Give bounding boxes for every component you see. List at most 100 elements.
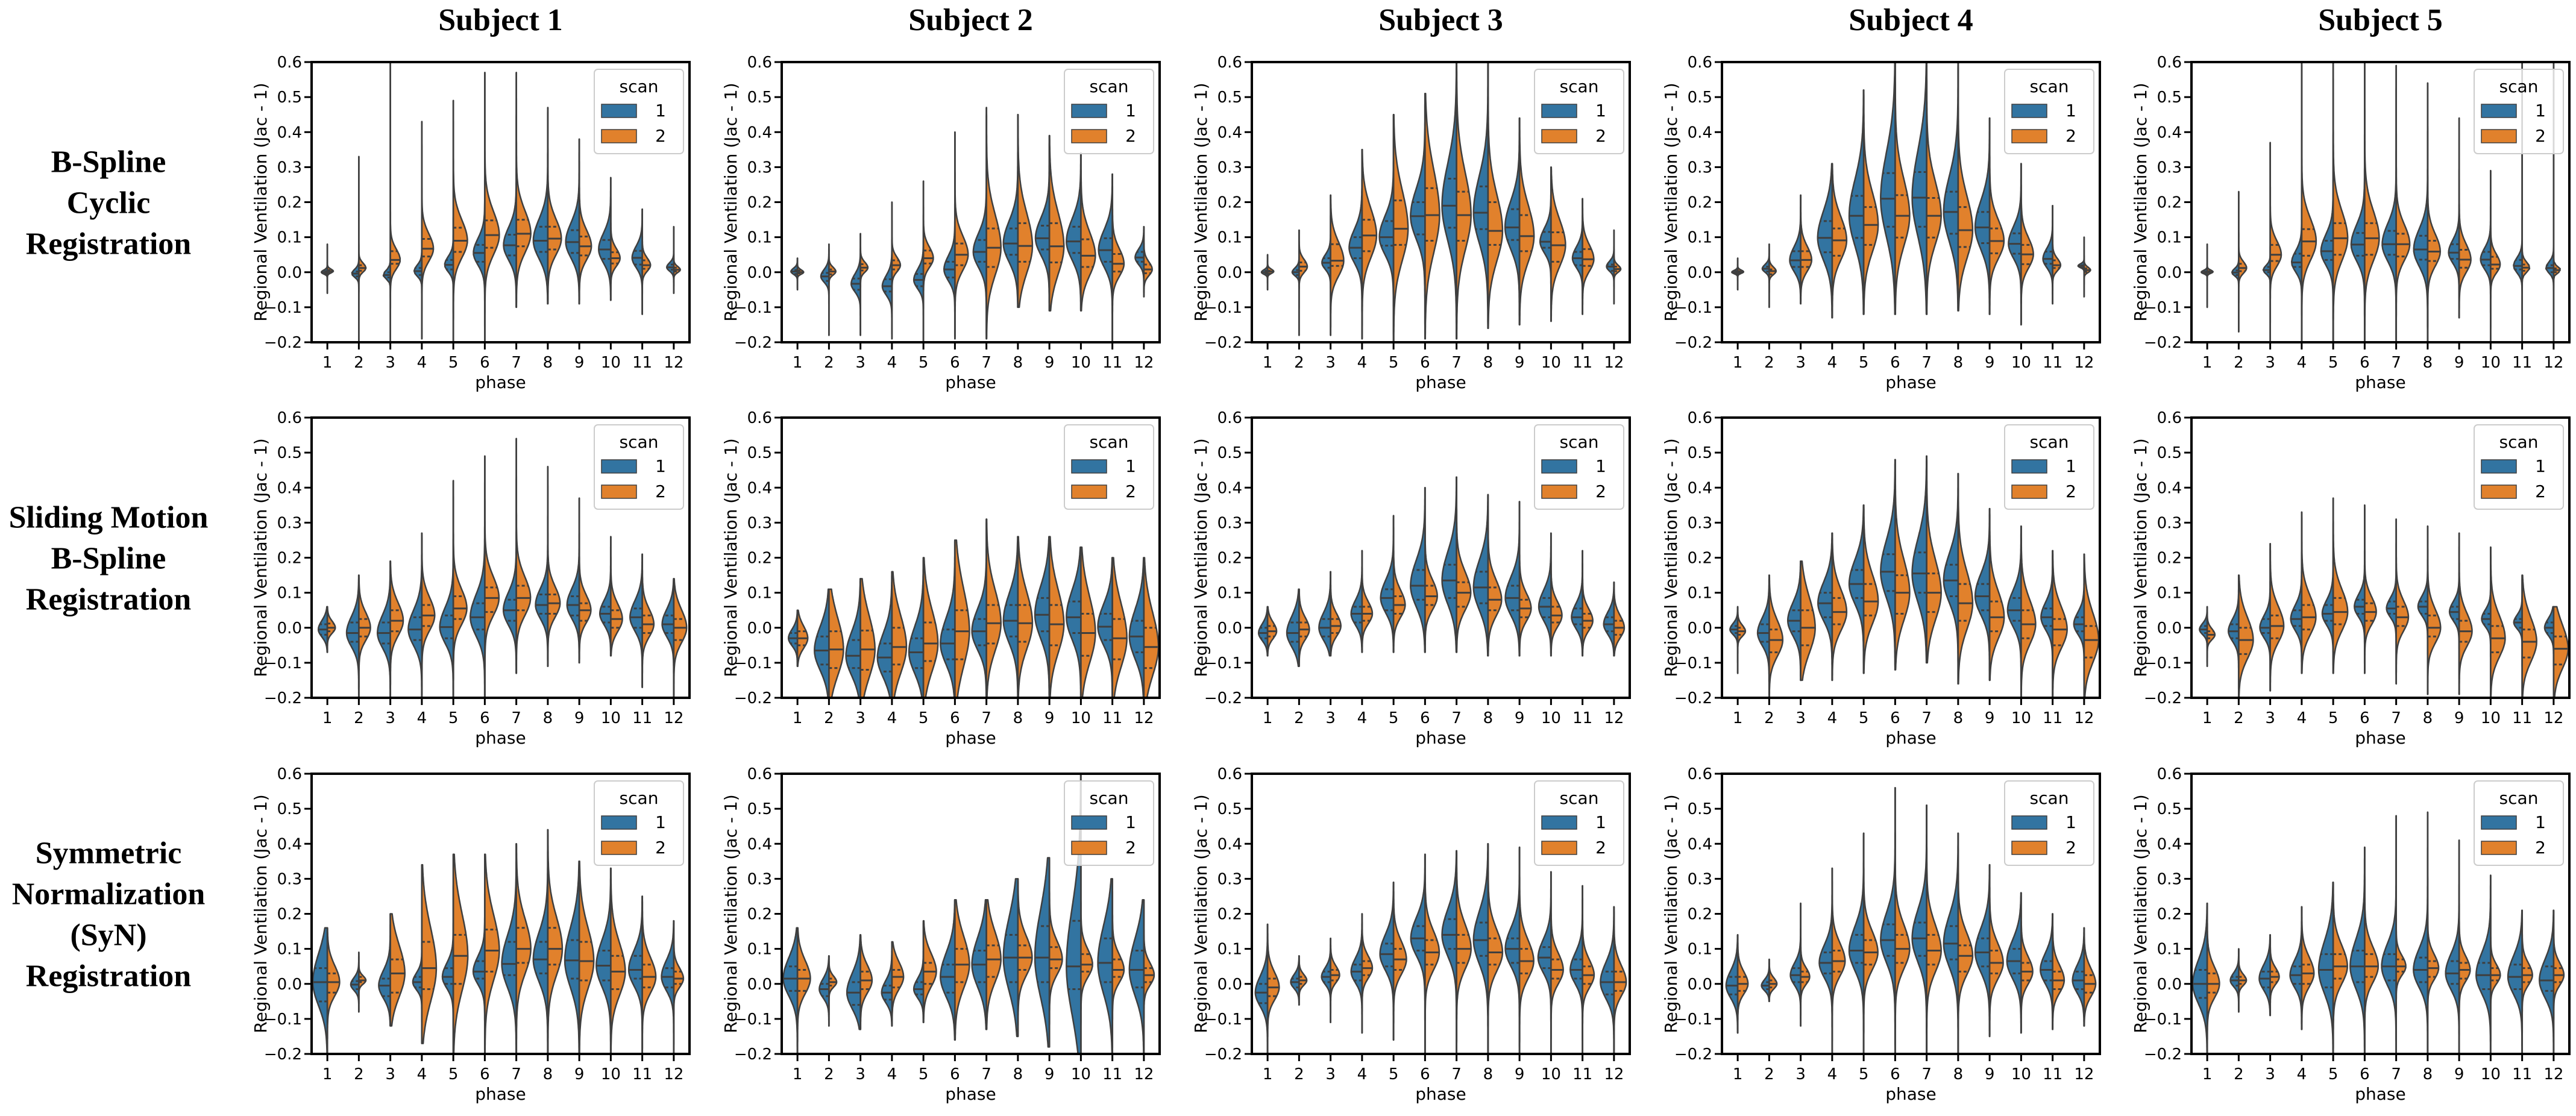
violin-scan1: [1848, 832, 1865, 1054]
violin-scan1: [1318, 571, 1331, 657]
violin-scan1: [2445, 839, 2460, 1054]
subplot: −0.2 −0.1 0.0 0.1 0.2 0.3 0.4 0.5 0.6 Regional Ve…: [1191, 765, 1631, 1104]
violin-scan1: [1539, 166, 1552, 322]
subplot: −0.2 −0.1 0.0 0.1 0.2 0.3 0.4 0.5 0.6 Regional Ve…: [1191, 409, 1631, 748]
legend-swatch: [2481, 484, 2517, 499]
y-tick-label: 0.3: [2157, 514, 2182, 532]
y-tick-label: 0.1: [1688, 229, 1712, 247]
violin-scan2: [2427, 811, 2440, 1054]
x-tick-label: 2: [1764, 709, 1774, 727]
violin-scan2: [389, 560, 404, 698]
subplot: −0.2 −0.1 0.0 0.1 0.2 0.3 0.4 0.5 0.6 Regional Ve…: [2131, 54, 2571, 392]
violin-scan2: [1862, 832, 1879, 1054]
legend-label: 2: [2066, 481, 2076, 501]
violin-scan2: [1080, 152, 1096, 312]
violin-scan2: [922, 180, 934, 342]
violin-scan2: [641, 895, 657, 1054]
violins: [317, 437, 688, 698]
y-tick-label: 0.2: [747, 194, 772, 212]
plot-frame: [1721, 61, 2101, 343]
violin-scan1: [913, 180, 925, 342]
violin-scan2: [985, 899, 1002, 1030]
violins: [1731, 62, 2091, 326]
legend-label: 1: [655, 812, 666, 832]
y-axis-label: Regional Ventilation (Jac - 1): [1191, 83, 1211, 321]
y-tick-label: 0.5: [1217, 89, 1242, 107]
violin-scan2: [2364, 846, 2380, 1054]
x-tick-label: 4: [2297, 1065, 2307, 1083]
violin-scan1: [2258, 934, 2271, 1017]
y-tick-label: 0.0: [2157, 264, 2182, 282]
violin-scan2: [1613, 581, 1626, 657]
violin-scan1: [472, 853, 486, 1054]
violin-scan1: [876, 571, 893, 698]
x-tick-label: 2: [2234, 354, 2244, 372]
y-axis: −0.2 −0.1 0.0 0.1 0.2 0.3 0.4 0.5 0.6 Regional Ve…: [1191, 54, 1252, 352]
y-tick-label: 0.2: [2157, 550, 2182, 568]
y-tick-label: −0.1: [1204, 299, 1242, 317]
violin-scan2: [389, 62, 401, 342]
subplot: −0.2 −0.1 0.0 0.1 0.2 0.3 0.4 0.5 0.6 Regional Ve…: [721, 765, 1161, 1104]
legend-swatch: [2481, 104, 2517, 118]
violin-scan2: [1330, 571, 1342, 657]
violin-scan2: [1894, 459, 1911, 671]
violin-scan1: [2073, 553, 2085, 698]
y-tick-label: −0.1: [1674, 654, 1712, 672]
violin-scan2: [1518, 846, 1535, 1054]
violin-scan1: [1729, 606, 1739, 674]
row-label-line: Registration: [26, 959, 191, 994]
column-title: Subject 4: [1849, 3, 1973, 37]
y-tick-label: 0.0: [747, 619, 772, 638]
x-tick-label: 11: [632, 709, 652, 727]
x-tick-label: 10: [2011, 709, 2031, 727]
x-tick-label: 6: [1420, 1065, 1430, 1083]
legend: scan 1 2: [594, 424, 684, 510]
legend-label: 1: [1125, 456, 1136, 476]
violin-scan2: [358, 155, 367, 342]
x-tick-label: 9: [1515, 709, 1525, 727]
y-axis-label: Regional Ventilation (Jac - 1): [2131, 794, 2150, 1033]
violin-scan1: [2228, 574, 2240, 698]
x-tick-label: 10: [1541, 1065, 1561, 1083]
x-tick-label: 9: [1045, 709, 1055, 727]
x-tick-label: 9: [574, 354, 585, 372]
violin-scan1: [845, 578, 861, 698]
violin-scan1: [1756, 574, 1770, 698]
y-tick-label: 0.3: [747, 514, 772, 532]
violin-scan1: [1321, 937, 1331, 1023]
x-tick-label: 1: [322, 354, 333, 372]
violin-scan1: [2201, 243, 2208, 309]
x-tick-label: 7: [511, 354, 521, 372]
x-tick-label: 9: [1985, 709, 1995, 727]
y-tick-label: 0.1: [2157, 229, 2182, 247]
violin-scan2: [2490, 874, 2501, 1054]
x-axis-label: phase: [2355, 728, 2406, 748]
violin-scan1: [1943, 472, 1959, 685]
violin-scan1: [1911, 804, 1927, 1054]
y-tick-label: 0.5: [277, 89, 302, 107]
violins: [782, 774, 1155, 1054]
violin-scan1: [1348, 149, 1363, 340]
violin-scan2: [985, 518, 1002, 698]
row-label: Symmetric Normalization (SyN) Registration: [12, 836, 206, 994]
y-tick-label: 0.5: [277, 444, 302, 462]
x-tick-label: 2: [1764, 1065, 1774, 1083]
violin-scan2: [1582, 885, 1595, 1054]
violin-scan1: [1380, 515, 1395, 653]
legend: scan 1 2: [2004, 780, 2094, 866]
y-tick-label: 0.3: [277, 158, 302, 177]
legend-swatch: [1541, 129, 1577, 143]
violin-scan2: [452, 480, 468, 698]
legend-label: 2: [2535, 126, 2546, 146]
violin-scan2: [1392, 881, 1407, 1041]
legend: scan 1 2: [2474, 69, 2564, 154]
violin-scan1: [1974, 864, 1991, 1038]
violin-scan1: [1880, 459, 1896, 671]
x-tick-label: 3: [385, 354, 395, 372]
violin-scan2: [2427, 82, 2442, 342]
y-tick-label: 0.3: [1688, 514, 1712, 532]
legend-label: 2: [1595, 481, 1606, 501]
